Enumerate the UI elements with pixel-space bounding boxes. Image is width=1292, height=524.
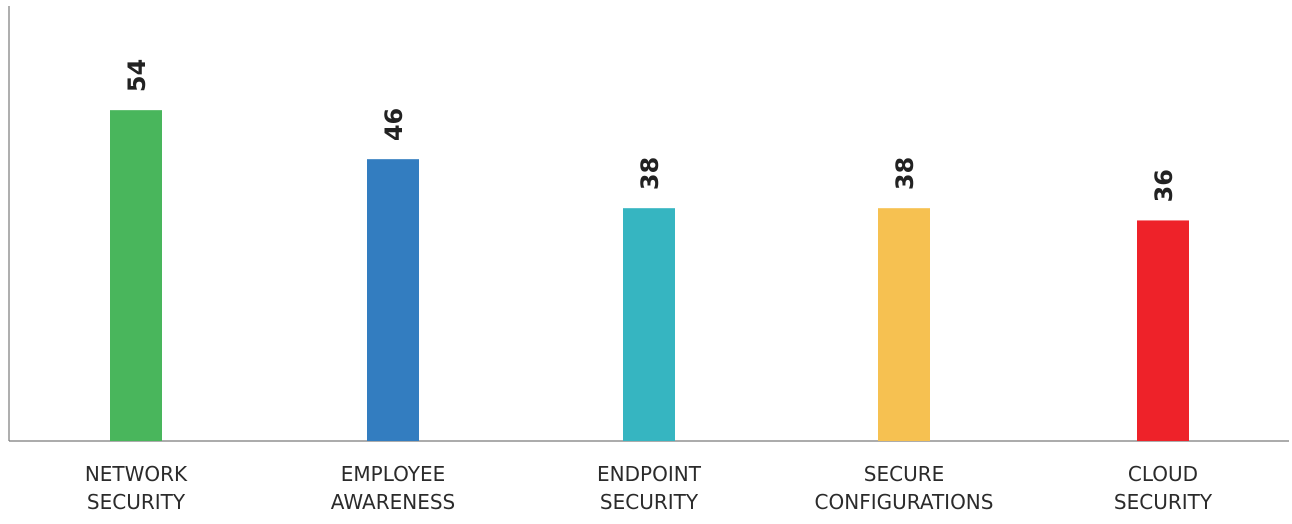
category-label: SECURITY xyxy=(87,490,186,514)
category-label: SECURITY xyxy=(600,490,699,514)
bar-value-label: 46 xyxy=(380,108,408,141)
data-label-group: 54 46 38 38 36 xyxy=(123,59,1178,203)
bar-2 xyxy=(367,159,419,442)
bar-4 xyxy=(878,208,930,441)
bar-value-label: 36 xyxy=(1150,169,1178,202)
bar-5 xyxy=(1137,220,1189,441)
bar-value-label: 54 xyxy=(123,59,151,92)
category-label: CLOUD xyxy=(1128,462,1198,486)
category-label-group: NETWORK SECURITY EMPLOYEE AWARENESS ENDPOINT… xyxy=(85,462,1213,514)
bar-group xyxy=(110,110,1189,442)
bar-value-label: 38 xyxy=(636,157,664,190)
category-label: EMPLOYEE xyxy=(341,462,446,486)
category-label: SECURE xyxy=(864,462,944,486)
category-label: ENDPOINT xyxy=(597,462,702,486)
category-label: AWARENESS xyxy=(331,490,455,514)
category-label: NETWORK xyxy=(85,462,188,486)
category-label: SECURITY xyxy=(1114,490,1213,514)
category-label: CONFIGURATIONS xyxy=(815,490,994,514)
bar-3 xyxy=(623,208,675,441)
bar-1 xyxy=(110,110,162,441)
bar-value-label: 38 xyxy=(891,157,919,190)
